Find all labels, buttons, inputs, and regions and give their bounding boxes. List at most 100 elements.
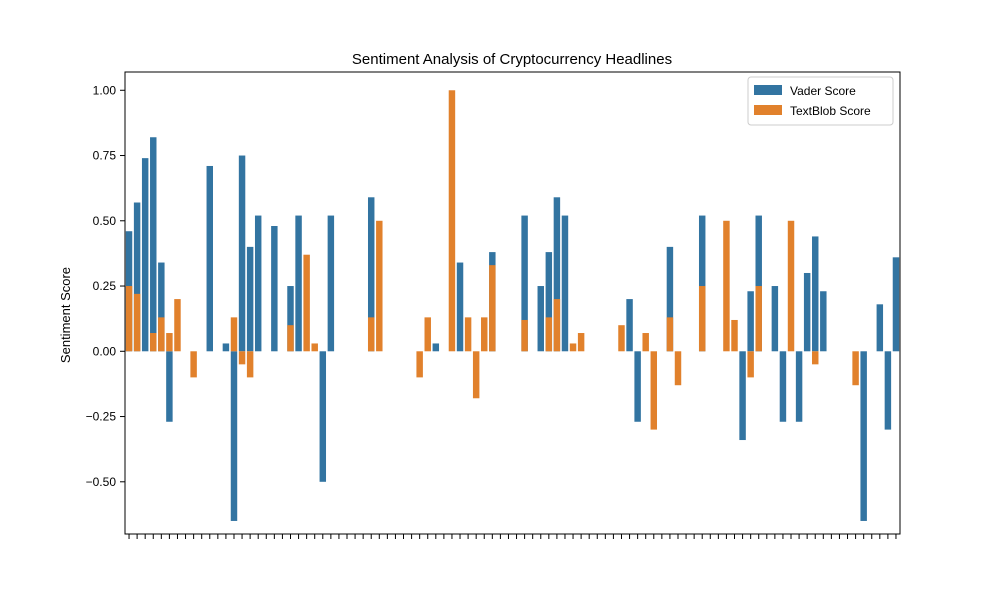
bar-vader-16 xyxy=(254,215,262,352)
bar-textblob-30 xyxy=(367,317,375,352)
bar-vader-94 xyxy=(884,351,892,430)
bar-textblob-90 xyxy=(852,351,859,386)
legend-swatch xyxy=(754,85,782,95)
bar-textblob-20 xyxy=(287,325,294,352)
bar-textblob-22 xyxy=(303,254,310,352)
bar-textblob-0 xyxy=(125,286,133,352)
bar-vader-24 xyxy=(319,351,327,482)
bar-vader-41 xyxy=(456,262,464,352)
bar-textblob-52 xyxy=(545,317,553,352)
bar-vader-86 xyxy=(820,291,827,352)
bar-textblob-55 xyxy=(569,343,577,352)
bar-textblob-45 xyxy=(489,265,496,352)
legend: Vader Score TextBlob Score xyxy=(747,76,894,126)
y-tick-label: 0.25 xyxy=(93,279,117,293)
bar-textblob-53 xyxy=(553,299,561,352)
bar-vader-83 xyxy=(795,351,803,422)
bar-vader-54 xyxy=(561,215,569,352)
bar-vader-3 xyxy=(150,137,157,352)
bar-textblob-65 xyxy=(650,351,658,430)
bar-vader-67 xyxy=(666,246,674,352)
bar-vader-14 xyxy=(238,155,246,352)
bar-vader-38 xyxy=(432,343,440,352)
bar-vader-78 xyxy=(755,215,762,352)
bar-textblob-23 xyxy=(311,343,318,352)
bar-vader-84 xyxy=(803,272,811,352)
bar-textblob-77 xyxy=(747,351,754,378)
bar-textblob-13 xyxy=(230,317,238,352)
legend-label: TextBlob Score xyxy=(790,104,871,118)
legend-box xyxy=(747,76,894,126)
bar-vader-10 xyxy=(206,165,213,352)
legend-swatch xyxy=(754,105,782,115)
bar-vader-25 xyxy=(327,215,335,352)
bar-textblob-61 xyxy=(618,325,625,352)
bar-textblob-71 xyxy=(698,286,706,352)
bar-vader-1 xyxy=(133,202,141,352)
chart-title: Sentiment Analysis of Cryptocurrency Hea… xyxy=(352,51,672,68)
bar-vader-80 xyxy=(771,286,779,352)
bar-vader-15 xyxy=(246,246,254,352)
bar-vader-12 xyxy=(222,343,230,352)
bar-textblob-43 xyxy=(472,351,480,399)
bar-textblob-1 xyxy=(133,293,141,352)
bar-vader-53 xyxy=(553,197,561,352)
y-tick-label: 0.75 xyxy=(93,149,117,163)
bar-vader-52 xyxy=(545,252,553,352)
bar-textblob-40 xyxy=(448,90,456,352)
bar-textblob-82 xyxy=(787,220,795,352)
bar-vader-18 xyxy=(271,226,278,352)
bar-textblob-64 xyxy=(642,333,649,352)
y-axis-label: Sentiment Score xyxy=(58,267,73,363)
bar-textblob-56 xyxy=(577,333,585,352)
axes-layer: 1.00 0.75 0.50 0.25 0.00 −0.25 −0.50 xyxy=(86,71,901,539)
bar-vader-93 xyxy=(876,304,884,352)
bar-vader-95 xyxy=(892,257,900,352)
bar-textblob-8 xyxy=(190,351,197,378)
bar-vader-30 xyxy=(367,197,375,352)
bars-layer xyxy=(125,90,900,521)
bar-textblob-15 xyxy=(246,351,254,378)
plot-frame xyxy=(124,71,901,535)
bar-textblob-44 xyxy=(481,317,488,352)
bar-textblob-49 xyxy=(521,319,528,352)
bar-vader-85 xyxy=(812,236,819,352)
bar-vader-81 xyxy=(779,351,787,422)
bar-textblob-42 xyxy=(464,317,472,352)
bar-vader-2 xyxy=(141,158,149,352)
bar-textblob-74 xyxy=(723,220,730,352)
bar-textblob-14 xyxy=(238,351,246,365)
bar-textblob-5 xyxy=(166,333,173,352)
y-tick-label: −0.50 xyxy=(86,475,117,489)
bar-textblob-36 xyxy=(416,351,423,378)
bar-textblob-6 xyxy=(174,299,181,352)
bar-vader-4 xyxy=(158,262,165,352)
legend-label: Vader Score xyxy=(790,84,856,98)
bar-textblob-37 xyxy=(424,317,431,352)
bar-vader-77 xyxy=(747,291,754,352)
y-tick-label: 1.00 xyxy=(93,83,117,97)
bar-vader-62 xyxy=(626,299,633,352)
bar-textblob-78 xyxy=(755,286,762,352)
bar-vader-21 xyxy=(295,215,302,352)
bar-vader-51 xyxy=(537,286,544,352)
bar-vader-71 xyxy=(698,215,706,352)
bar-vader-91 xyxy=(860,351,867,521)
y-tick-label: −0.25 xyxy=(86,410,117,424)
bar-vader-13 xyxy=(230,351,238,521)
bar-textblob-4 xyxy=(158,317,165,352)
bar-textblob-75 xyxy=(731,319,738,352)
bar-textblob-68 xyxy=(674,351,682,386)
y-tick-label: 0.50 xyxy=(93,214,117,228)
bar-textblob-31 xyxy=(376,220,383,352)
bar-textblob-67 xyxy=(666,317,674,352)
bar-vader-49 xyxy=(521,215,528,352)
y-tick-label: 0.00 xyxy=(93,344,117,358)
bar-vader-20 xyxy=(287,286,294,352)
bar-textblob-3 xyxy=(150,333,157,352)
bar-vader-63 xyxy=(634,351,641,422)
bar-textblob-85 xyxy=(812,351,819,365)
bar-vader-5 xyxy=(166,351,173,422)
